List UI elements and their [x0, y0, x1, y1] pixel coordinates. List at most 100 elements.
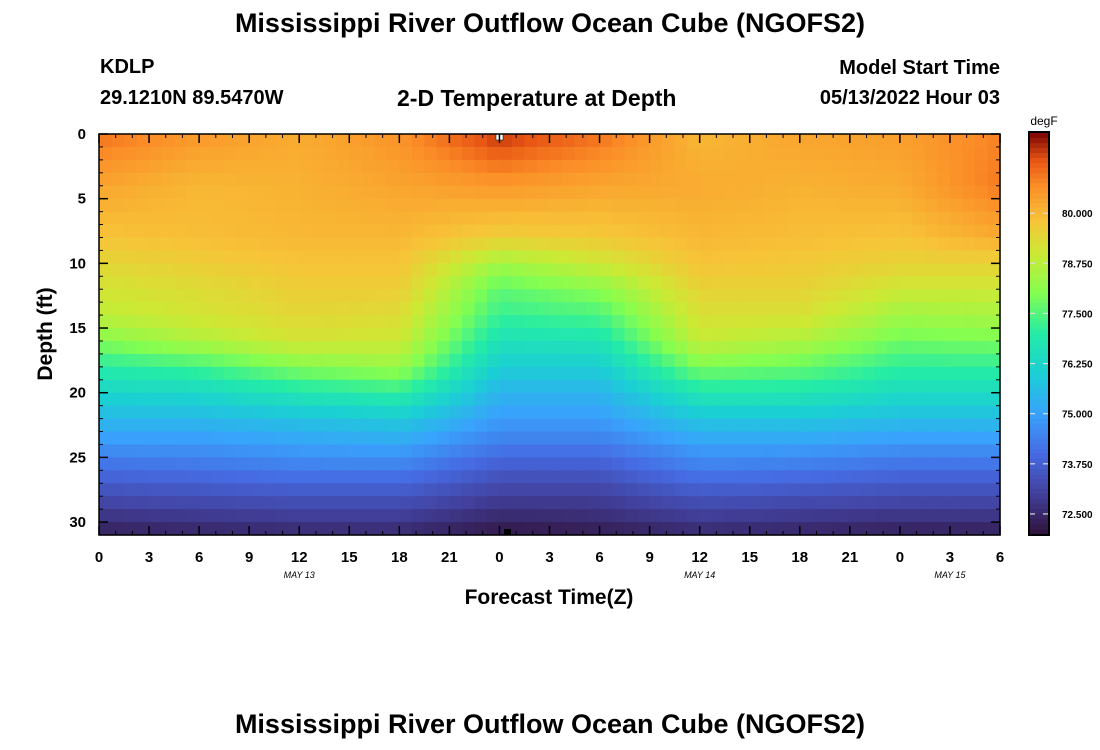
- heatmap-cell: [249, 379, 263, 394]
- heatmap-cell: [361, 211, 375, 226]
- heatmap-cell: [949, 496, 964, 510]
- heatmap-cell: [449, 276, 463, 290]
- heatmap-cell: [336, 405, 350, 420]
- heatmap-cell: [499, 444, 513, 458]
- x-tick-label: 6: [195, 549, 203, 566]
- heatmap-cell: [199, 146, 213, 161]
- heatmap-cell: [261, 405, 275, 420]
- heatmap-cell: [624, 250, 638, 264]
- heatmap-cell: [374, 134, 388, 148]
- heatmap-cell: [724, 172, 738, 187]
- heatmap-cell: [99, 431, 113, 446]
- heatmap-cell: [199, 276, 213, 290]
- heatmap-cell: [974, 418, 989, 433]
- heatmap-cell: [474, 134, 488, 148]
- heatmap-cell: [712, 237, 726, 252]
- heatmap-cell: [299, 496, 313, 510]
- colorbar-swatch: [1030, 458, 1048, 465]
- heatmap-cell: [699, 302, 713, 316]
- heatmap-cell: [687, 328, 701, 342]
- heatmap-cell: [924, 172, 939, 187]
- heatmap-cell: [399, 509, 413, 523]
- heatmap-cell: [374, 172, 388, 187]
- heatmap-cell: [737, 405, 751, 420]
- heatmap-cell: [812, 392, 826, 407]
- heatmap-cell: [787, 172, 801, 187]
- heatmap-cell: [774, 159, 788, 174]
- heatmap-cell: [674, 146, 688, 161]
- colorbar-swatch: [1030, 333, 1048, 340]
- heatmap-cell: [499, 237, 513, 252]
- heatmap-cell: [599, 366, 613, 381]
- heatmap-cell: [774, 198, 788, 213]
- heatmap-cell: [749, 211, 763, 226]
- heatmap-cell: [949, 250, 964, 264]
- heatmap-cell: [899, 250, 913, 264]
- heatmap-cell: [587, 379, 601, 394]
- heatmap-cell: [862, 470, 876, 484]
- heatmap-cell: [174, 328, 188, 342]
- heatmap-cell: [724, 263, 738, 277]
- heatmap-cell: [937, 289, 951, 303]
- heatmap-cell: [511, 302, 526, 316]
- heatmap-cell: [899, 134, 913, 148]
- heatmap-cell: [511, 146, 526, 161]
- heatmap-cell: [749, 392, 763, 407]
- heatmap-cell: [449, 379, 463, 394]
- colorbar-swatch: [1030, 368, 1048, 375]
- heatmap-cell: [486, 444, 501, 458]
- colorbar-swatch: [1030, 178, 1048, 184]
- heatmap-cell: [211, 185, 225, 200]
- heatmap-cell: [737, 379, 751, 394]
- colorbar-swatch: [1030, 358, 1048, 365]
- heatmap-cell: [324, 431, 338, 446]
- heatmap-cell: [974, 444, 989, 458]
- heatmap-cell: [837, 379, 851, 394]
- heatmap-cell: [524, 522, 538, 536]
- heatmap-cell: [937, 496, 951, 510]
- heatmap-cell: [774, 315, 788, 329]
- heatmap-cell: [924, 366, 939, 381]
- heatmap-cell: [261, 224, 275, 239]
- heatmap-cell: [536, 328, 551, 342]
- heatmap-cell: [612, 134, 626, 148]
- heatmap-cell: [749, 237, 763, 252]
- heatmap-cell: [874, 328, 888, 342]
- heatmap-cell: [812, 224, 826, 239]
- colorbar-swatch: [1030, 488, 1048, 495]
- heatmap-cell: [536, 172, 551, 187]
- heatmap-cell: [386, 522, 400, 536]
- heatmap-cell: [899, 509, 913, 523]
- heatmap-cell: [674, 198, 688, 213]
- heatmap-cell: [286, 276, 300, 290]
- heatmap-cell: [987, 198, 1001, 213]
- heatmap-cell: [536, 392, 551, 407]
- heatmap-cell: [524, 315, 538, 329]
- heatmap-cell: [587, 405, 601, 420]
- heatmap-cell: [449, 431, 463, 446]
- heatmap-cell: [261, 470, 275, 484]
- heatmap-cell: [849, 483, 863, 497]
- heatmap-cell: [562, 340, 576, 355]
- heatmap-cell: [799, 146, 813, 161]
- heatmap-cell: [899, 379, 913, 394]
- heatmap-cell: [286, 522, 300, 536]
- heatmap-cell: [712, 224, 726, 239]
- heatmap-cell: [562, 172, 576, 187]
- heatmap-cell: [111, 509, 125, 523]
- heatmap-cell: [261, 328, 275, 342]
- heatmap-cell: [762, 405, 776, 420]
- heatmap-cell: [787, 340, 801, 355]
- heatmap-cell: [399, 431, 413, 446]
- heatmap-cell: [699, 263, 713, 277]
- heatmap-cell: [211, 509, 225, 523]
- heatmap-cell: [637, 263, 651, 277]
- heatmap-cell: [874, 483, 888, 497]
- heatmap-cell: [499, 263, 513, 277]
- heatmap-cell: [436, 340, 450, 355]
- heatmap-cell: [99, 470, 113, 484]
- heatmap-cell: [386, 496, 400, 510]
- heatmap-cell: [874, 172, 888, 187]
- heatmap-cell: [774, 392, 788, 407]
- heatmap-cell: [624, 134, 638, 148]
